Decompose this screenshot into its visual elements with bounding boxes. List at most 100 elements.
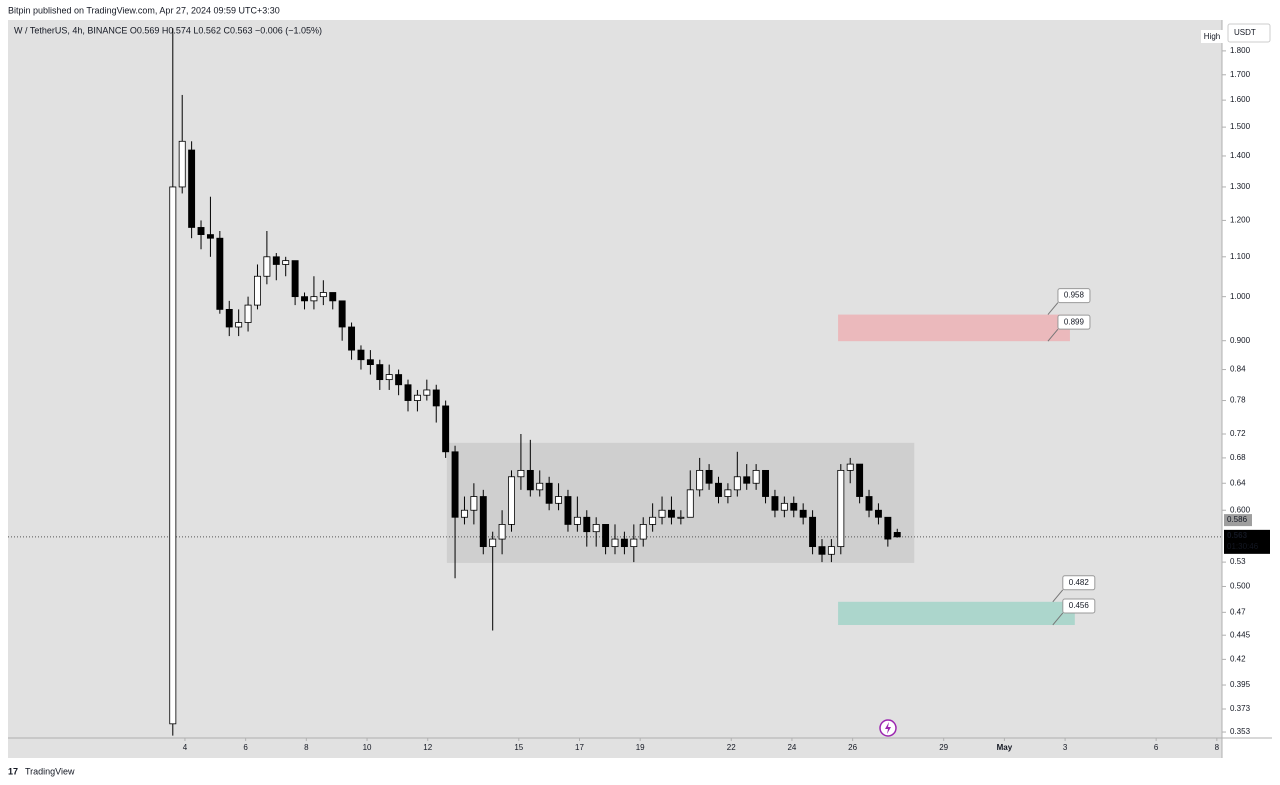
callout-label: 0.482 [1069, 578, 1090, 587]
candle-body [432, 389, 440, 407]
callout-box [1057, 314, 1091, 330]
candle-body [620, 538, 628, 548]
candle-body [592, 524, 600, 533]
candle-body [479, 496, 487, 548]
candle-body [451, 451, 459, 518]
candle-body [874, 509, 882, 518]
currency-box[interactable] [1227, 23, 1271, 43]
candle-body [780, 502, 788, 511]
y-tick-label: 1.300 [1230, 182, 1251, 191]
callout-label: 0.958 [1064, 291, 1085, 300]
candle-body [470, 496, 478, 511]
x-tick-label: 22 [727, 743, 736, 752]
candle-body [206, 234, 214, 239]
candle-body [771, 496, 779, 511]
candle-body [404, 384, 412, 401]
x-tick-label: 8 [304, 743, 309, 752]
candle-body [564, 496, 572, 525]
candle-body [291, 260, 299, 298]
candle-body [715, 482, 722, 497]
alert-icon-bolt [885, 722, 891, 734]
x-tick-label: 4 [183, 743, 188, 752]
candle-body [225, 308, 233, 328]
y-tick-label: 0.64 [1230, 478, 1246, 487]
candle-body [235, 322, 243, 328]
candle-body [667, 509, 675, 518]
candle-body [573, 516, 581, 525]
candle-body [188, 149, 196, 228]
callout-box [1057, 288, 1091, 304]
y-tick-label: 0.373 [1230, 704, 1251, 713]
candle-body [649, 516, 657, 525]
x-tick-label: 3 [1063, 743, 1068, 752]
candle-body [310, 296, 318, 302]
x-tick-label: 29 [939, 743, 948, 752]
candle-body [762, 469, 769, 497]
logo-mark: 17 [8, 766, 18, 776]
candle-body [498, 524, 506, 540]
price-axis [1222, 20, 1272, 758]
x-tick-label: 26 [848, 743, 857, 752]
callout-line [1052, 612, 1064, 626]
header: Bitpin published on TradingView.com, Apr… [8, 5, 280, 15]
candle-body [884, 516, 892, 540]
callout-line [1052, 589, 1064, 603]
candle-body [263, 256, 271, 277]
scale-button[interactable] [1201, 30, 1223, 43]
candle-body [282, 260, 290, 265]
candle-body [376, 364, 384, 381]
y-tick-label: 0.68 [1230, 453, 1246, 462]
candle-body [865, 496, 873, 511]
plot: 0.958 0.899 0.482 0.456 [8, 28, 1222, 736]
y-tick-label: 0.47 [1230, 607, 1246, 616]
callout-label: 0.899 [1064, 317, 1085, 326]
y-tick-label: 0.900 [1230, 336, 1251, 345]
candle-body [385, 374, 393, 381]
y-tick-label: 0.78 [1230, 396, 1246, 405]
y-tick-label: 1.800 [1230, 46, 1251, 55]
candle-body [178, 140, 186, 188]
candle-body [686, 489, 694, 518]
candle-body [169, 186, 177, 725]
callout-line [1047, 302, 1059, 315]
callout-label: 0.456 [1069, 601, 1090, 610]
price-label: 0.586 [1227, 515, 1248, 524]
y-tick-label: 1.400 [1230, 151, 1251, 160]
candle-body [413, 394, 421, 401]
y-tick-label: 0.42 [1230, 654, 1246, 663]
x-tick-label: 6 [1154, 743, 1159, 752]
countdown: 01:30:46 [1227, 542, 1259, 551]
candle-body [545, 482, 553, 504]
x-tick-label: 24 [787, 743, 796, 752]
time-axis [8, 738, 1222, 758]
candle-body [752, 469, 760, 484]
candle-body [705, 469, 713, 484]
callout-box [1062, 598, 1096, 614]
currency[interactable]: USDT [1234, 28, 1256, 37]
range-box [446, 442, 915, 563]
y-tick-label: 0.600 [1230, 505, 1251, 514]
candle-body [818, 546, 826, 555]
candle-body [338, 300, 346, 328]
candle-body [329, 292, 337, 302]
y-tick-label: 1.200 [1230, 216, 1251, 225]
y-tick-label: 1.700 [1230, 70, 1251, 79]
candle-body [489, 538, 497, 548]
candle-body [254, 275, 261, 306]
y-tick-label: 0.72 [1230, 429, 1246, 438]
y-tick-label: 1.100 [1230, 252, 1251, 261]
x-tick-label: May [997, 743, 1013, 752]
candle-body [790, 502, 798, 511]
y-tick-label: 0.445 [1230, 630, 1251, 639]
candle-body [508, 476, 515, 525]
scale-label[interactable]: High [1204, 32, 1220, 41]
candle-body [733, 476, 741, 491]
candle-body [272, 256, 280, 265]
zone [838, 314, 1070, 342]
candle-body [319, 292, 327, 298]
last-price-box [1224, 529, 1270, 554]
y-tick-label: 0.500 [1230, 582, 1251, 591]
candle-body [696, 469, 704, 491]
candle-body [583, 516, 591, 533]
